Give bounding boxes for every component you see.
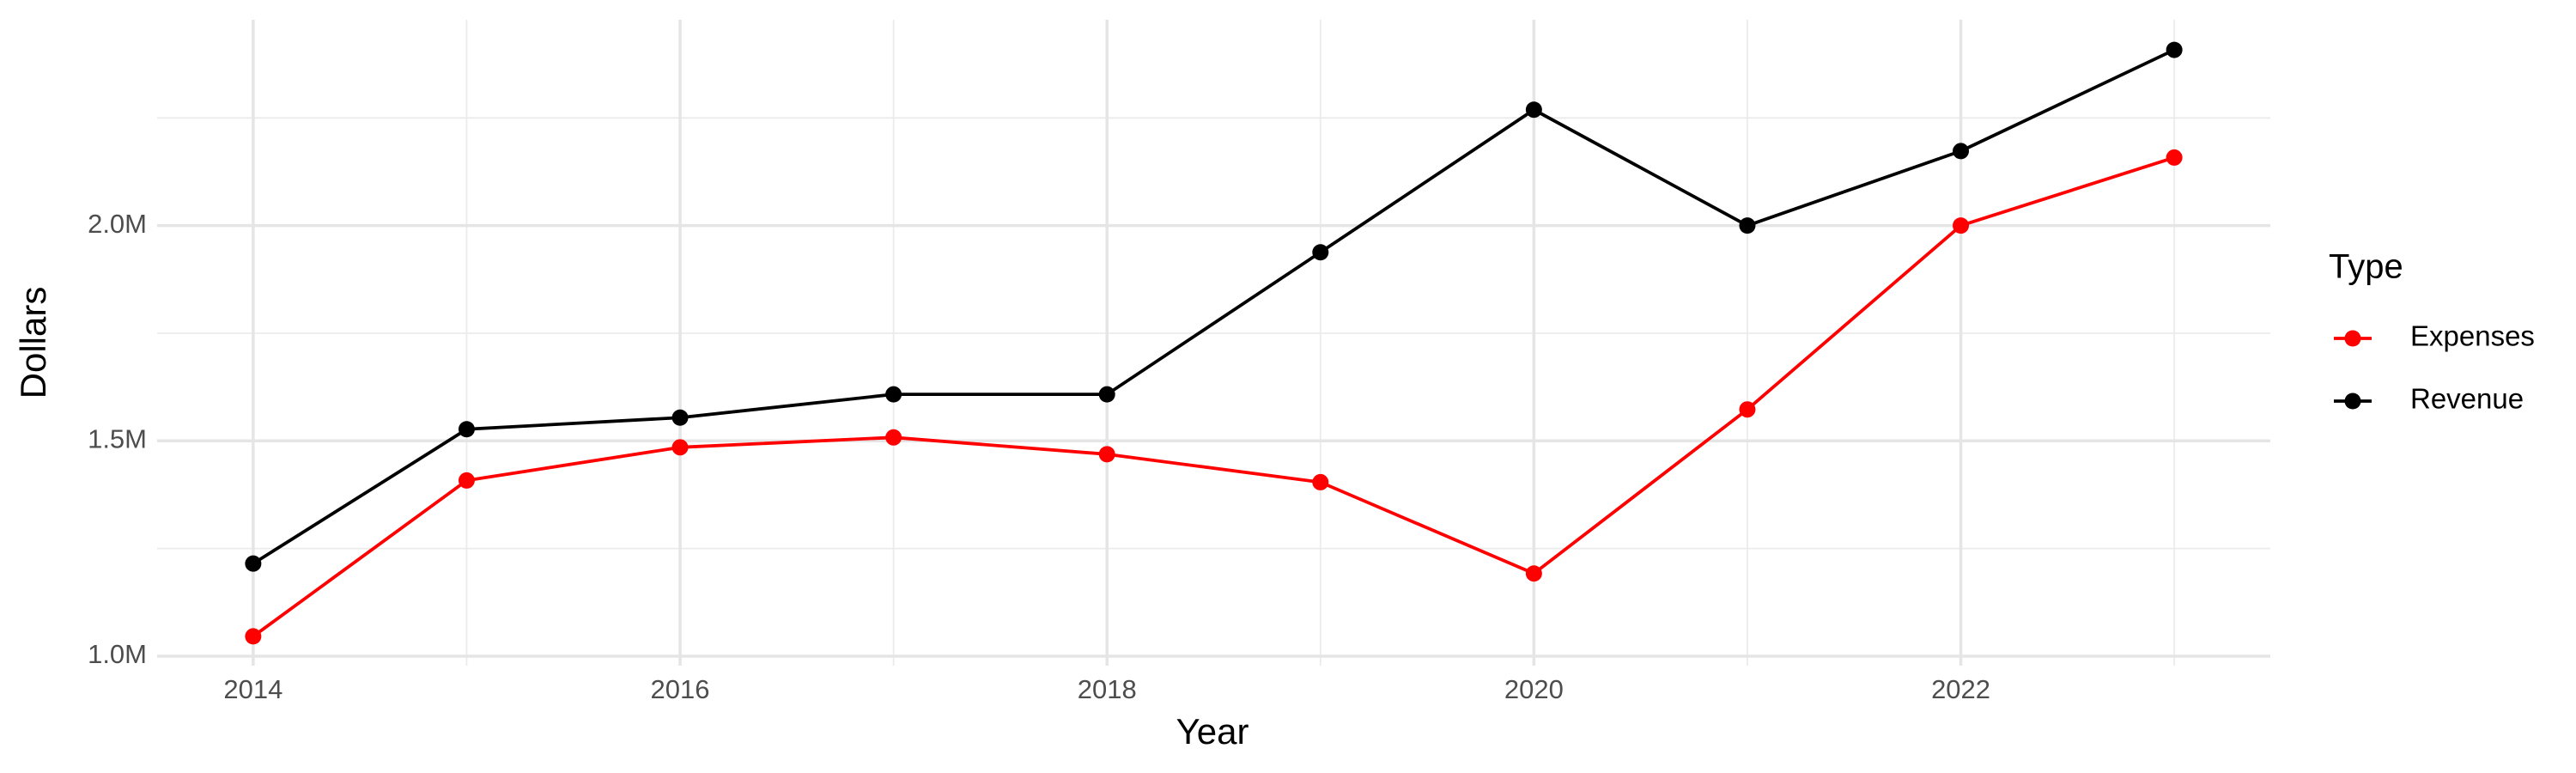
y-axis-title: Dollars [13,287,53,399]
data-point [2166,41,2183,58]
data-point [1312,244,1329,261]
series-line [252,48,2175,565]
data-point [1525,565,1542,582]
x-tick-label: 2022 [1931,674,1990,704]
legend-key-point [2344,330,2361,347]
x-tick-label: 2016 [651,674,710,704]
data-point [671,439,689,456]
data-point [458,421,475,438]
legend-label: Revenue [2410,383,2524,415]
legend-key-point [2344,393,2361,410]
data-point [1953,217,1970,234]
data-point [1739,217,1756,234]
data-point [885,386,902,403]
data-point [245,628,262,645]
data-point [1953,143,1970,160]
data-point [1739,401,1756,418]
x-axis-title: Year [1176,711,1249,752]
data-point [245,555,262,572]
data-point [1312,473,1329,490]
legend-label: Expenses [2410,320,2535,352]
data-point [458,472,475,489]
data-point [1098,446,1115,463]
data-point [1098,386,1115,403]
x-tick-label: 2020 [1504,674,1564,704]
data-point [885,429,902,446]
series-line [252,155,2175,638]
y-tick-label: 2.0M [88,209,147,239]
legend-title: Type [2329,248,2403,286]
data-point [1525,101,1542,119]
x-tick-label: 2014 [223,674,283,704]
y-tick-label: 1.5M [88,423,147,453]
y-tick-label: 1.0M [88,639,147,669]
data-point [2166,149,2183,166]
data-point [671,409,689,426]
x-tick-label: 2018 [1078,674,1137,704]
